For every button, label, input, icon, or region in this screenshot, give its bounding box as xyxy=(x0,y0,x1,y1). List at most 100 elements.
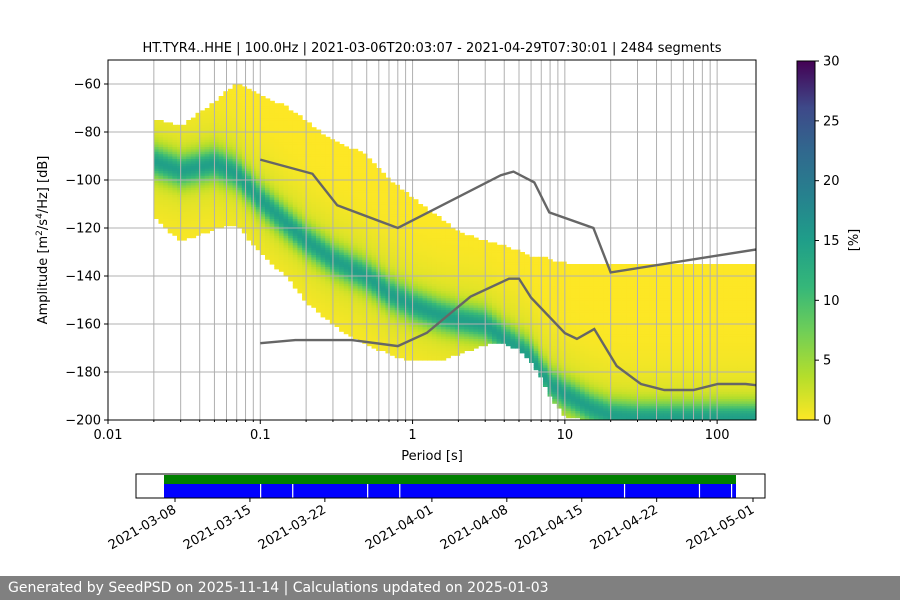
histogram-cell xyxy=(186,216,192,219)
histogram-cell xyxy=(519,338,525,342)
histogram-cell xyxy=(302,237,308,241)
histogram-cell xyxy=(260,96,266,99)
histogram-cell xyxy=(237,129,243,133)
histogram-cell xyxy=(343,223,349,227)
histogram-cell xyxy=(204,201,211,205)
histogram-cell xyxy=(408,242,414,246)
histogram-cell xyxy=(436,273,442,277)
histogram-cell xyxy=(529,352,535,356)
histogram-cell xyxy=(288,237,294,241)
histogram-cell xyxy=(408,223,414,227)
histogram-cell xyxy=(478,295,484,299)
histogram-cell xyxy=(306,244,312,248)
histogram-cell xyxy=(399,208,405,212)
histogram-cell xyxy=(478,264,484,267)
histogram-cell xyxy=(172,192,178,195)
histogram-cell xyxy=(366,223,373,227)
histogram-cell xyxy=(269,252,275,255)
histogram-cell xyxy=(292,136,299,140)
histogram-cell xyxy=(524,297,530,301)
histogram-cell xyxy=(459,278,465,282)
histogram-cell xyxy=(241,204,248,207)
histogram-cell xyxy=(302,223,308,227)
histogram-cell xyxy=(306,184,312,188)
histogram-cell xyxy=(399,232,405,236)
histogram-cell xyxy=(533,256,539,260)
histogram-cell xyxy=(334,223,340,227)
histogram-cell xyxy=(427,247,433,251)
histogram-cell xyxy=(274,177,280,181)
histogram-cell xyxy=(454,271,461,275)
histogram-cell xyxy=(519,336,525,339)
histogram-cell xyxy=(362,204,368,207)
histogram-cell xyxy=(454,312,461,315)
histogram-cell xyxy=(163,177,169,181)
histogram-cell xyxy=(255,189,261,193)
histogram-cell xyxy=(441,328,447,332)
histogram-cell xyxy=(274,148,280,152)
histogram-cell xyxy=(223,158,229,162)
histogram-cell xyxy=(408,208,414,212)
histogram-cell xyxy=(288,213,294,217)
histogram-cell xyxy=(533,316,539,320)
histogram-cell xyxy=(158,216,164,219)
histogram-cell xyxy=(186,206,192,210)
histogram-cell xyxy=(237,141,243,145)
histogram-cell xyxy=(399,324,405,327)
histogram-cell xyxy=(186,160,192,164)
histogram-cell xyxy=(339,280,345,284)
histogram-cell xyxy=(478,314,484,318)
histogram-cell xyxy=(153,127,160,131)
histogram-cell xyxy=(487,307,493,311)
histogram-cell xyxy=(288,268,294,272)
histogram-cell xyxy=(348,309,354,313)
histogram-cell xyxy=(306,240,312,243)
histogram-cell xyxy=(177,192,183,195)
histogram-cell xyxy=(339,180,345,183)
histogram-cell xyxy=(325,163,331,167)
histogram-cell xyxy=(237,98,243,102)
histogram-cell xyxy=(464,254,470,258)
histogram-cell xyxy=(436,283,442,287)
histogram-cell xyxy=(445,228,451,231)
histogram-cell xyxy=(246,127,252,131)
histogram-cell xyxy=(524,352,530,356)
histogram-cell xyxy=(172,165,178,169)
histogram-cell xyxy=(297,196,303,200)
histogram-cell xyxy=(524,292,530,296)
histogram-cell xyxy=(468,261,475,265)
histogram-cell xyxy=(408,345,414,349)
histogram-cell xyxy=(431,230,437,234)
histogram-cell xyxy=(158,213,164,217)
histogram-cell xyxy=(533,285,539,289)
histogram-cell xyxy=(306,182,312,186)
histogram-cell xyxy=(153,180,160,183)
histogram-cell xyxy=(325,259,331,263)
histogram-cell xyxy=(181,170,187,174)
histogram-cell xyxy=(436,340,442,344)
histogram-cell xyxy=(408,307,414,311)
histogram-cell xyxy=(186,192,192,195)
histogram-cell xyxy=(158,144,164,147)
histogram-cell xyxy=(223,141,229,145)
histogram-cell xyxy=(237,153,243,157)
histogram-cell xyxy=(311,187,317,191)
histogram-cell xyxy=(353,201,359,205)
histogram-cell xyxy=(283,132,289,135)
histogram-cell xyxy=(255,120,261,123)
histogram-cell xyxy=(496,249,502,253)
histogram-cell xyxy=(320,165,326,169)
histogram-cell xyxy=(348,184,354,188)
histogram-cell xyxy=(237,180,243,183)
histogram-cell xyxy=(311,304,317,308)
histogram-cell xyxy=(283,254,289,258)
histogram-cell xyxy=(422,307,428,311)
histogram-cell xyxy=(524,309,530,313)
histogram-cell xyxy=(524,316,530,320)
histogram-cell xyxy=(441,240,447,243)
histogram-cell xyxy=(431,237,437,241)
histogram-cell xyxy=(362,338,368,342)
histogram-cell xyxy=(181,232,187,236)
histogram-cell xyxy=(172,170,178,174)
histogram-cell xyxy=(325,216,331,219)
